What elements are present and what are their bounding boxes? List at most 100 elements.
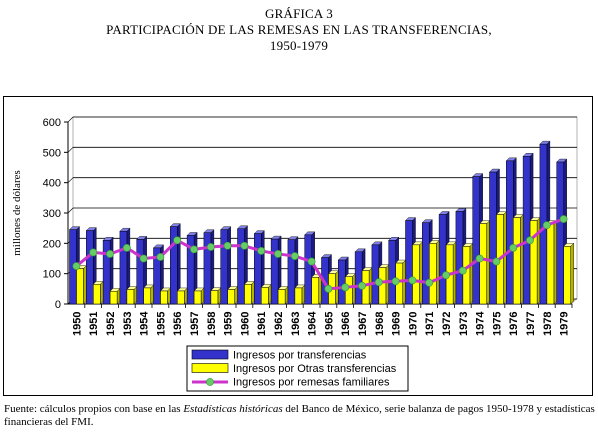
bar-otras-1973-side bbox=[469, 242, 474, 305]
x-tick-label-1955: 1955 bbox=[155, 312, 167, 336]
grid-diag-5 bbox=[67, 147, 74, 153]
bar-otras-1950 bbox=[76, 268, 84, 305]
bar-otras-1964 bbox=[311, 277, 319, 305]
bar-otras-1966-side bbox=[352, 273, 356, 305]
x-tick-label-1979: 1979 bbox=[559, 312, 571, 336]
point-remesas-1952 bbox=[106, 250, 114, 258]
bar-transferencias-1963 bbox=[287, 239, 296, 305]
bar-transferencias-1973 bbox=[455, 211, 464, 305]
bar-transferencias-1951 bbox=[86, 230, 94, 305]
bar-transferencias-1952 bbox=[102, 240, 111, 305]
point-remesas-1954 bbox=[139, 254, 148, 263]
x-tick-label-1963: 1963 bbox=[290, 312, 302, 336]
point-remesas-1970 bbox=[408, 276, 417, 285]
point-remesas-1964 bbox=[307, 257, 316, 266]
bar-otras-1958 bbox=[210, 290, 219, 305]
point-remesas-1953 bbox=[122, 243, 131, 252]
grid-diag-4 bbox=[67, 177, 74, 183]
chart-frame bbox=[3, 96, 593, 396]
bar-otras-1961 bbox=[261, 287, 269, 305]
bar-transferencias-1962 bbox=[270, 238, 279, 305]
point-remesas-1960 bbox=[240, 241, 249, 250]
x-tick-label-1978: 1978 bbox=[542, 312, 554, 336]
bar-transferencias-1959 bbox=[220, 229, 228, 305]
point-remesas-1968 bbox=[374, 278, 383, 287]
point-remesas-1977 bbox=[526, 236, 534, 245]
grid-diag-6 bbox=[67, 116, 74, 123]
chart-title-line2: PARTICIPACIÓN DE LAS REMESAS EN LAS TRAN… bbox=[106, 22, 492, 37]
legend-label-2: Ingresos por remesas familiares bbox=[233, 377, 390, 389]
source-suffix: del Banco de México, serie balanza de pa… bbox=[4, 403, 595, 428]
bar-otras-1951 bbox=[93, 284, 101, 305]
bar-transferencias-1967 bbox=[354, 251, 363, 305]
bar-otras-1979 bbox=[563, 246, 571, 305]
x-tick-label-1972: 1972 bbox=[441, 312, 453, 336]
bar-transferencias-1960 bbox=[237, 228, 245, 305]
x-tick-label-1952: 1952 bbox=[105, 312, 117, 336]
legend-label-0: Ingresos por transferencias bbox=[233, 350, 367, 362]
point-remesas-1974 bbox=[475, 254, 484, 263]
bar-otras-1973 bbox=[462, 246, 471, 305]
bar-otras-1963 bbox=[294, 287, 303, 305]
bar-otras-1976 bbox=[513, 217, 521, 305]
point-remesas-1979 bbox=[559, 215, 568, 223]
bar-transferencias-1961 bbox=[254, 233, 262, 305]
bar-otras-1954 bbox=[143, 287, 151, 305]
y-tick-label-5: 500 bbox=[43, 147, 61, 159]
bar-otras-1978 bbox=[546, 223, 555, 305]
bar-otras-1956 bbox=[177, 290, 185, 305]
source-italic: Estadísticas históricas bbox=[183, 403, 283, 415]
x-tick-label-1957: 1957 bbox=[189, 312, 201, 336]
point-remesas-1976 bbox=[509, 243, 518, 252]
bar-transferencias-1972 bbox=[438, 214, 447, 305]
bar-transferencias-1977 bbox=[522, 156, 531, 305]
bar-transferencias-1971 bbox=[422, 222, 430, 305]
y-tick-label-2: 200 bbox=[43, 238, 61, 250]
bar-transferencias-1955 bbox=[153, 247, 161, 305]
bar-transferencias-1957 bbox=[186, 235, 195, 305]
x-tick-label-1967: 1967 bbox=[357, 312, 369, 336]
bar-transferencias-1954 bbox=[136, 239, 144, 305]
x-tick-label-1959: 1959 bbox=[223, 312, 235, 336]
bar-transferencias-1974 bbox=[472, 176, 480, 305]
bar-otras-1971-side bbox=[436, 239, 440, 305]
point-remesas-1972 bbox=[442, 271, 450, 280]
bar-transferencias-1966 bbox=[338, 259, 346, 305]
bar-transferencias-1968 bbox=[371, 244, 380, 305]
bar-transferencias-1953 bbox=[119, 230, 128, 305]
y-tick-label-4: 400 bbox=[43, 178, 61, 190]
x-tick-label-1954: 1954 bbox=[139, 311, 151, 336]
bar-transferencias-1975 bbox=[489, 171, 497, 305]
point-remesas-1962 bbox=[274, 250, 282, 258]
point-remesas-1966 bbox=[341, 283, 350, 292]
point-remesas-1973 bbox=[458, 266, 467, 275]
bar-otras-1979-side bbox=[570, 242, 574, 305]
x-tick-label-1966: 1966 bbox=[340, 312, 352, 336]
source-note: Fuente: cálculos propios con base en las… bbox=[4, 403, 596, 429]
bar-otras-1971 bbox=[429, 243, 437, 305]
y-tick-label-6: 600 bbox=[43, 117, 61, 129]
x-tick-label-1960: 1960 bbox=[239, 312, 251, 336]
point-remesas-1950 bbox=[72, 262, 81, 270]
bar-otras-1953 bbox=[126, 289, 135, 305]
x-tick-label-1953: 1953 bbox=[122, 312, 134, 336]
legend-swatch-0 bbox=[191, 349, 229, 360]
bar-transferencias-1970 bbox=[405, 220, 413, 305]
point-remesas-1956 bbox=[173, 236, 182, 245]
point-remesas-1978 bbox=[542, 221, 551, 230]
grid-diag-3 bbox=[67, 207, 74, 214]
x-tick-label-1951: 1951 bbox=[88, 312, 100, 336]
point-remesas-1951 bbox=[89, 248, 98, 257]
y-tick-label-1: 100 bbox=[43, 269, 61, 281]
point-remesas-1963 bbox=[290, 252, 299, 260]
point-remesas-1971 bbox=[425, 278, 434, 287]
bar-otras-1962 bbox=[277, 289, 286, 305]
bar-otras-1963-side bbox=[301, 284, 306, 305]
bar-otras-1961-side bbox=[268, 283, 272, 305]
x-tick-label-1962: 1962 bbox=[273, 312, 285, 336]
x-tick-label-1964: 1964 bbox=[307, 311, 319, 336]
point-remesas-1969 bbox=[391, 277, 400, 286]
source-prefix: Fuente: cálculos propios con base en las bbox=[4, 403, 184, 415]
bar-transferencias-1976 bbox=[506, 160, 514, 305]
